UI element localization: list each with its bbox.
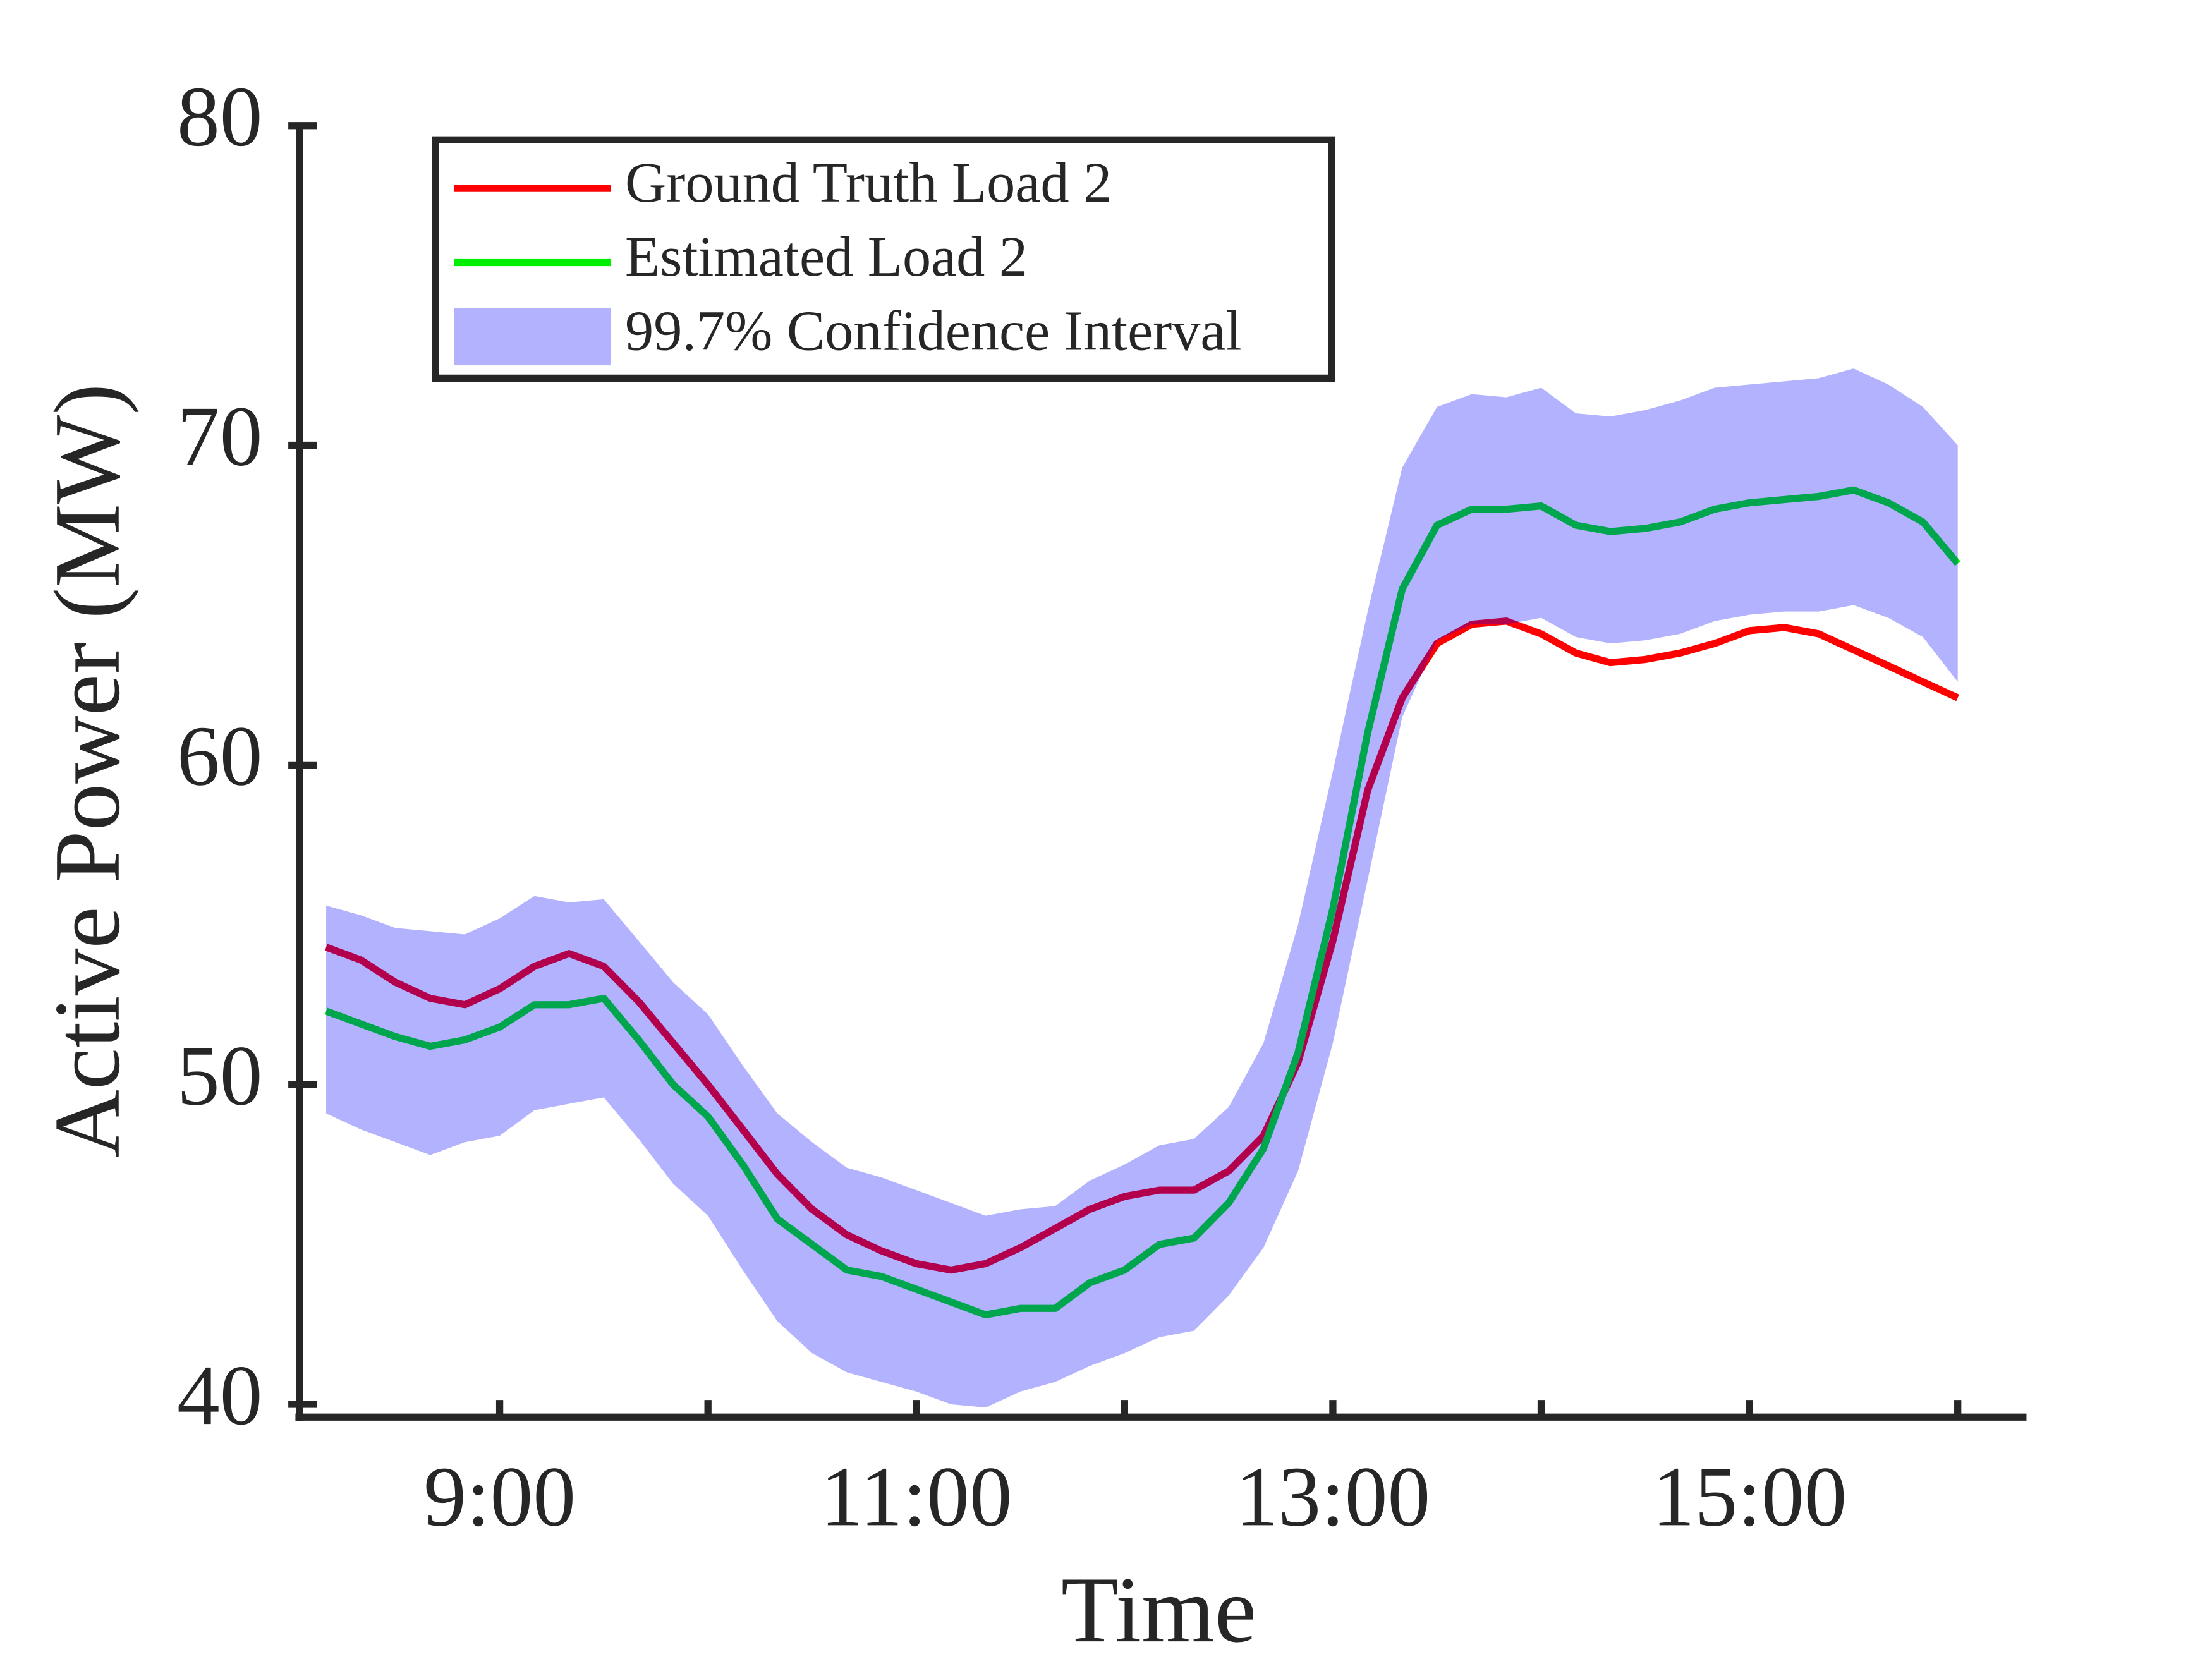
legend: Ground Truth Load 2 Estimated Load 2 99.7%…: [432, 136, 1335, 382]
y-axis-label: Active Power (MW): [35, 384, 140, 1158]
x-axis-label: Time: [1061, 1558, 1256, 1659]
legend-label: Ground Truth Load 2: [625, 151, 1112, 214]
legend-swatch: [454, 308, 611, 366]
y-tick-label: 70: [177, 389, 262, 484]
x-tick-label: 13:00: [1236, 1449, 1431, 1544]
y-tick-label: 80: [177, 70, 262, 164]
x-tick-label: 15:00: [1652, 1449, 1847, 1544]
legend-label: 99.7% Confidence Interval: [625, 300, 1242, 363]
y-tick-label: 60: [177, 708, 262, 803]
data-line: [325, 486, 1961, 1319]
y-tick-label: 50: [177, 1028, 262, 1123]
y-tick-label: 40: [177, 1348, 262, 1443]
legend-label: Estimated Load 2: [625, 225, 1028, 288]
data-line: [325, 617, 1960, 1274]
x-tick-label: 11:00: [820, 1449, 1012, 1544]
confidence-band: [326, 368, 1958, 1408]
x-tick-label: 9:00: [423, 1449, 576, 1544]
